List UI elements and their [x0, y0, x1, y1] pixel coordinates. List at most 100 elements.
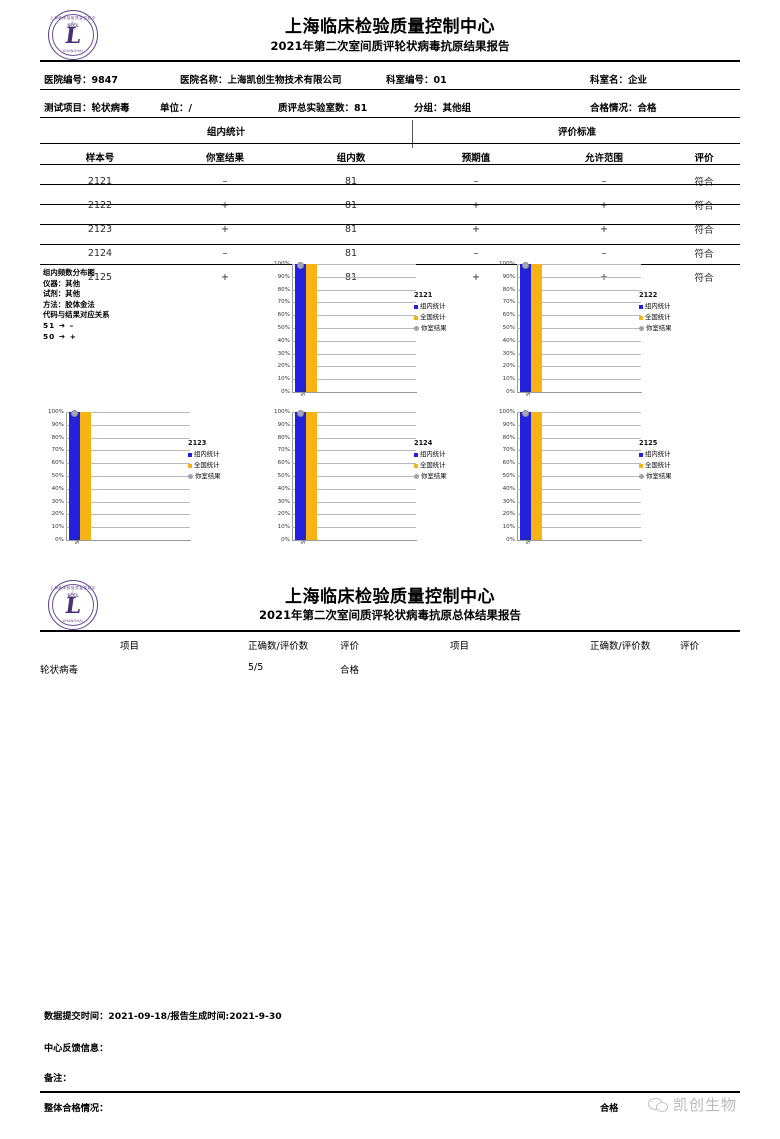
table-group-header-intra: 组内统计 [206, 127, 245, 138]
col-evaluation: 评价 [694, 153, 714, 164]
legend-item-your-result: 你室结果 [414, 323, 447, 334]
ytick: 40% [51, 485, 64, 492]
bar-intra-group [520, 264, 531, 392]
cell-sample-no: 2122 [87, 199, 113, 211]
marker-your-result [522, 262, 529, 269]
gridline [66, 527, 190, 529]
result-table-body: 2121 – 81 – – 符合 2122 + 81 + + 符合 2123 +… [40, 169, 740, 289]
ytick: 80% [502, 286, 515, 293]
cell-evaluation: 符合 [694, 225, 714, 236]
meta-hospital-name: 医院名称：上海凯创生物技术有限公司 [180, 72, 342, 86]
footer-overall-value: 合格 [600, 1103, 619, 1114]
seal-mid-text: SCCL [67, 23, 79, 28]
seal-bottom-text: SHANGHAI [62, 619, 84, 623]
gridline [292, 476, 416, 477]
result-table-header-row: 样本号 你室结果 组内数 预期值 允许范围 评价 [40, 145, 740, 169]
footer-overall-label: 整体合格情况： [44, 1103, 109, 1114]
chart-2122-x-axis [517, 392, 642, 393]
ytick: 100% [48, 409, 64, 415]
seal-top-text: 上海临床检验质量控制中心 [49, 586, 97, 595]
cell-group-count: 81 [344, 175, 358, 187]
page-title: 上海临床检验质量控制中心 [285, 17, 495, 37]
ytick: 100% [499, 261, 515, 267]
cell-expected: + [472, 199, 480, 211]
cell-allowed-range: – [601, 175, 607, 187]
bar-intra-group [295, 264, 306, 392]
legend-label: 你室结果 [195, 472, 221, 480]
legend-label: 你室结果 [421, 324, 447, 332]
footer-divider [40, 1091, 740, 1093]
ytick: 20% [51, 511, 64, 518]
legend-title: 2124 [414, 439, 433, 447]
ytick: 80% [502, 434, 515, 441]
meta-hospital-name-value: 上海凯创生物技术有限公司 [227, 75, 342, 86]
legend-title: 2121 [414, 291, 433, 299]
meta-pass-status-value: 合格 [637, 103, 657, 114]
meta-divider-1 [40, 89, 740, 91]
table-divider-r2 [40, 204, 740, 205]
legend-swatch-dot-icon [639, 326, 644, 331]
gridline [292, 501, 416, 503]
chart-2123-plot [66, 410, 190, 540]
chart-2122-x-label: 50 [526, 389, 532, 396]
cell-sample-no: 2121 [87, 175, 113, 187]
ytick: 20% [502, 363, 515, 370]
legend-label: 组内统计 [194, 450, 220, 458]
gridline [292, 264, 416, 265]
cell-expected: + [472, 223, 480, 235]
bar-intra-group [520, 412, 531, 540]
gridline [66, 424, 190, 426]
chart-2125-x-label: 50 [526, 537, 532, 544]
table-group-header-criteria: 评价标准 [557, 127, 596, 138]
note-reagent: 试剂：其他 [43, 289, 80, 299]
legend-label: 全国统计 [420, 313, 446, 321]
summary-col-score-right: 正确数/评价数 [590, 641, 651, 652]
meta-pass-status: 合格情况：合格 [590, 100, 657, 114]
gridline [517, 379, 641, 381]
ytick: 0% [281, 537, 290, 543]
wechat-icon [648, 1097, 668, 1112]
meta-hospital-name-label: 医院名称： [180, 75, 228, 86]
chart-2122-plot [517, 262, 641, 392]
seal-top-text: 上海临床检验质量控制中心 [49, 16, 97, 25]
ytick: 10% [502, 376, 515, 383]
chart-2124-plot [292, 410, 416, 540]
legend-item-intra: 组内统计 [639, 449, 672, 460]
ytick: 40% [502, 485, 515, 492]
gridline [292, 514, 416, 516]
cell-expected: + [472, 271, 480, 283]
gridline [66, 412, 190, 413]
gridline [292, 437, 416, 439]
legend-item-national: 全国统计 [639, 312, 672, 323]
wechat-bubble-small [656, 1102, 668, 1112]
chart-2121-plot [292, 262, 416, 392]
summary-col-item-right: 项目 [450, 641, 470, 652]
chart-2122-legend: 2122 组内统计 全国统计 你室结果 [639, 290, 672, 334]
legend-swatch-dot-icon [188, 474, 193, 479]
table-row: 2123 + 81 + + 符合 [40, 217, 740, 241]
gridline [66, 476, 190, 477]
legend-item-your-result: 你室结果 [639, 471, 672, 482]
legend-label: 全国统计 [420, 461, 446, 469]
seal-bottom-text: SHANGHAI [62, 49, 84, 53]
ytick: 20% [277, 511, 290, 518]
watermark-text: 凯创生物 [673, 1096, 738, 1114]
footer-submit-time: 数据提交时间：2021-09-18/报告生成时间:2021-9-30 [44, 1011, 282, 1022]
legend-item-intra: 组内统计 [639, 301, 672, 312]
summary-page-title: 上海临床检验质量控制中心 [285, 587, 495, 607]
cell-your-result: + [221, 223, 229, 235]
legend-swatch-dot-icon [414, 326, 419, 331]
note-code-map-51: 51 ➔ – [43, 320, 75, 330]
bar-national [531, 412, 542, 540]
seal-inner-ring [52, 14, 94, 56]
chart-2123-x-axis [66, 540, 191, 541]
meta-unit: 单位：/ [160, 100, 192, 114]
table-row: 2121 – 81 – – 符合 [40, 169, 740, 193]
cell-your-result: – [222, 247, 228, 259]
page-subtitle: 2021年第二次室间质评轮状病毒抗原结果报告 [270, 39, 510, 53]
meta-dept-name: 科室名：企业 [590, 72, 647, 86]
legend-swatch-dot-icon [414, 474, 419, 479]
meta-dept-name-value: 企业 [628, 75, 648, 86]
chart-2124-x-axis [292, 540, 417, 541]
chart-2121: 100% 90% 80% 70% 60% 50% 40% 30% 20% 10%… [262, 260, 477, 410]
